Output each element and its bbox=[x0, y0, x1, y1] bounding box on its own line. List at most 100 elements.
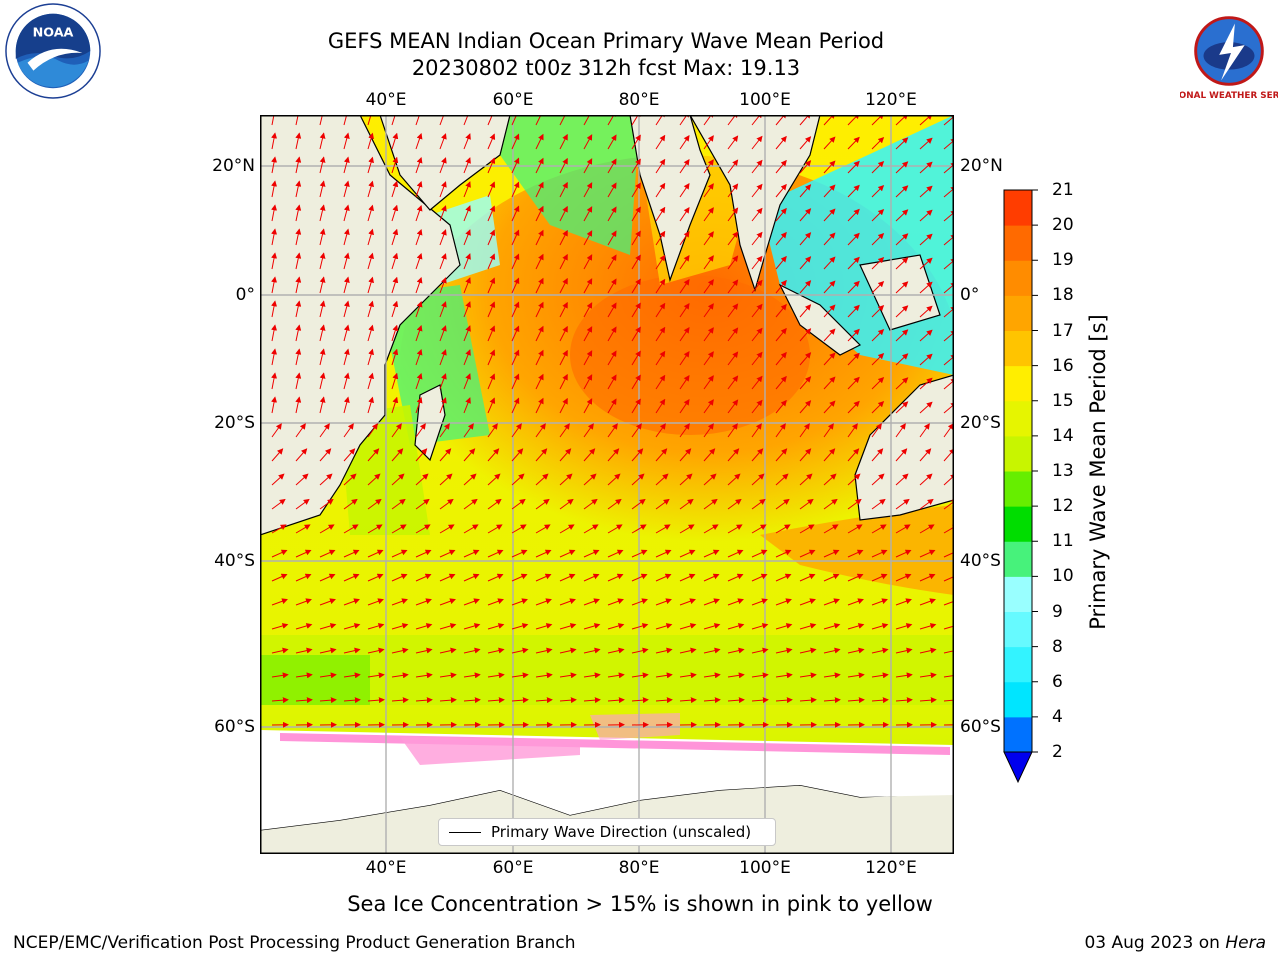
wave-arrow bbox=[775, 159, 787, 174]
wave-arrow bbox=[943, 423, 954, 438]
footer-host: Hera bbox=[1225, 933, 1266, 953]
wave-arrow bbox=[583, 423, 594, 438]
wave-arrow bbox=[703, 351, 714, 366]
wave-arrow bbox=[943, 623, 954, 630]
colorbar-segment bbox=[1004, 225, 1032, 261]
lat-tick-left: 20°S bbox=[214, 413, 255, 433]
wave-arrow bbox=[295, 156, 302, 174]
wave-arrow bbox=[559, 325, 568, 342]
wave-arrow bbox=[847, 647, 865, 654]
wave-arrow bbox=[847, 328, 860, 342]
wave-arrow bbox=[727, 183, 739, 198]
wave-arrow bbox=[799, 498, 814, 510]
wave-arrow bbox=[727, 399, 739, 414]
wave-arrow bbox=[511, 133, 520, 150]
wave-arrow bbox=[631, 647, 649, 654]
wave-arrow bbox=[511, 325, 520, 342]
wave-arrow bbox=[391, 448, 404, 462]
wave-arrow bbox=[655, 598, 672, 606]
wave-arrow bbox=[463, 205, 471, 222]
wave-arrow bbox=[343, 180, 350, 198]
wave-arrow bbox=[871, 304, 885, 318]
wave-arrow bbox=[703, 375, 714, 390]
wave-arrow bbox=[943, 598, 954, 606]
wave-arrow bbox=[463, 181, 471, 198]
wave-arrow bbox=[751, 135, 763, 150]
wave-arrow bbox=[751, 255, 763, 270]
wave-arrow bbox=[487, 473, 501, 486]
wave-arrow bbox=[415, 300, 423, 318]
wave-arrow bbox=[535, 349, 544, 366]
wave-arrow bbox=[679, 230, 690, 246]
wave-arrow bbox=[487, 647, 505, 654]
wave-arrow bbox=[919, 647, 937, 654]
wave-arrow bbox=[487, 672, 505, 679]
wave-arrow bbox=[343, 672, 361, 679]
wave-arrow bbox=[463, 253, 471, 270]
wave-arrow bbox=[367, 423, 378, 438]
wave-arrow bbox=[439, 181, 447, 198]
wave-arrow bbox=[871, 208, 885, 222]
wave-arrow bbox=[871, 448, 884, 462]
wave-arrow bbox=[319, 324, 326, 342]
wave-arrow bbox=[391, 228, 399, 246]
wave-arrow bbox=[415, 573, 432, 582]
wave-arrow bbox=[271, 300, 278, 318]
wave-arrow bbox=[295, 647, 313, 654]
wave-arrow bbox=[367, 672, 385, 679]
colorbar-tick-label: 2 bbox=[1052, 742, 1063, 762]
colorbar-segment bbox=[1004, 471, 1032, 507]
wave-arrow bbox=[607, 134, 617, 150]
wave-arrow bbox=[727, 623, 745, 630]
wave-arrow bbox=[895, 161, 909, 174]
wave-arrow bbox=[847, 473, 861, 486]
wave-arrow bbox=[367, 324, 374, 342]
wave-arrow bbox=[463, 524, 479, 534]
wave-arrow bbox=[319, 473, 333, 486]
wave-arrow bbox=[655, 158, 666, 174]
wave-arrow bbox=[799, 573, 816, 582]
wave-arrow bbox=[823, 232, 836, 246]
wave-arrow bbox=[295, 697, 313, 704]
wave-arrow bbox=[343, 396, 350, 414]
wave-arrow bbox=[511, 277, 520, 294]
wave-arrow bbox=[559, 133, 568, 150]
wave-arrow bbox=[727, 135, 739, 150]
wave-arrow bbox=[655, 398, 666, 414]
wave-arrow bbox=[415, 672, 433, 679]
wave-arrow bbox=[535, 498, 550, 510]
wave-arrow bbox=[583, 230, 593, 246]
wave-arrow bbox=[727, 255, 739, 270]
wave-arrow bbox=[871, 573, 888, 582]
wave-arrow bbox=[679, 182, 690, 198]
wave-arrow bbox=[751, 399, 763, 414]
lon-tick-top: 40°E bbox=[365, 90, 407, 110]
wave-arrow bbox=[367, 372, 374, 390]
wave-arrow bbox=[343, 300, 350, 318]
wave-arrow bbox=[319, 623, 337, 630]
direction-legend: Primary Wave Direction (unscaled) bbox=[438, 818, 776, 846]
wave-arrow bbox=[415, 228, 423, 246]
wave-arrow bbox=[919, 257, 933, 270]
wave-arrow bbox=[631, 230, 641, 246]
noaa-logo-text: NOAA bbox=[33, 25, 74, 40]
wave-arrow bbox=[535, 448, 548, 462]
wave-arrow bbox=[655, 672, 673, 679]
wave-arrow bbox=[799, 524, 815, 534]
wave-arrow bbox=[535, 229, 544, 246]
wave-arrow bbox=[679, 623, 697, 630]
wave-arrow bbox=[703, 549, 720, 558]
wave-arrow bbox=[823, 498, 838, 510]
wave-arrow bbox=[679, 549, 696, 558]
wave-arrow bbox=[679, 350, 690, 366]
wave-arrow bbox=[271, 672, 289, 679]
wave-arrow bbox=[775, 573, 792, 582]
wave-arrow bbox=[415, 498, 430, 510]
wave-arrow bbox=[655, 697, 673, 704]
wave-arrow bbox=[367, 276, 374, 294]
wave-arrow bbox=[487, 549, 504, 558]
wave-arrow bbox=[871, 232, 885, 246]
wave-arrow bbox=[463, 573, 480, 582]
wave-arrow bbox=[487, 349, 496, 366]
wave-arrow bbox=[271, 180, 278, 198]
